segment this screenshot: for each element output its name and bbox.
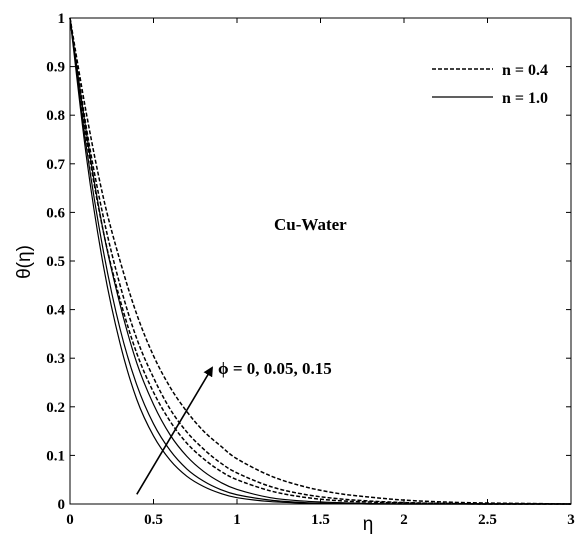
phi-annotation: ϕ = 0, 0.05, 0.15 [218, 359, 332, 378]
y-tick-label: 0.6 [46, 205, 65, 221]
x-tick-label: 3 [567, 512, 575, 528]
legend-label-n04: n = 0.4 [502, 62, 548, 79]
y-axis-label: θ(η) [14, 245, 35, 279]
curve-n10-5 [69, 17, 571, 505]
curves-layer [69, 17, 572, 505]
x-tick-label: 0.5 [144, 512, 163, 528]
y-tick-label: 0.8 [46, 108, 65, 124]
x-tick-label: 2.5 [478, 512, 497, 528]
x-tick-label: 0 [66, 512, 74, 528]
y-tick-label: 0.5 [46, 254, 65, 270]
x-tick-label: 1.5 [311, 512, 330, 528]
y-tick-label: 0.2 [46, 400, 65, 416]
y-tick-label: 0.1 [46, 448, 65, 464]
y-tick-label: 0.9 [46, 60, 65, 76]
x-tick-label: 2 [400, 512, 408, 528]
y-tick-label: 0.3 [46, 351, 65, 367]
legend: n = 0.4 n = 1.0 [432, 62, 548, 107]
curve-n10-4 [69, 17, 571, 505]
curve-n04-2 [69, 17, 571, 505]
curve-n04-0 [69, 17, 572, 505]
phi-arrow [136, 366, 213, 495]
curve-n04-1 [69, 17, 571, 505]
legend-label-n10: n = 1.0 [502, 90, 548, 107]
y-tick-label: 0.4 [46, 303, 65, 319]
x-axis-label: η [363, 514, 374, 535]
y-tick-label: 0 [58, 497, 66, 513]
y-tick-label: 1 [58, 11, 66, 27]
y-tick-label: 0.7 [46, 157, 65, 173]
curve-n10-3 [69, 17, 571, 505]
plot-frame [69, 17, 572, 505]
ticks-layer: 0 0.5 1 1.5 2 2.5 3 0 0.1 0.2 0.3 0.4 0.5 0.6 0.7 0.8 0.… [46, 11, 575, 528]
fluid-annotation: Cu-Water [274, 215, 347, 234]
x-tick-label: 1 [233, 512, 241, 528]
